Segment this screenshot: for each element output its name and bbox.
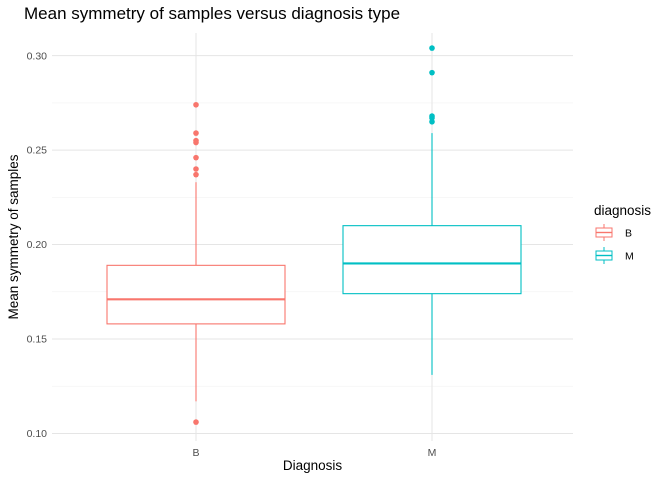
- legend-title: diagnosis: [594, 203, 651, 218]
- y-axis-title: Mean symmetry of samples: [6, 154, 21, 319]
- legend-key-B: [595, 224, 613, 241]
- outlier-point: [193, 171, 199, 178]
- outlier-point: [429, 45, 435, 51]
- outlier-point: [429, 69, 435, 76]
- boxplot-M: [342, 45, 522, 375]
- boxplot-B: [106, 101, 286, 425]
- chart-title: Mean symmetry of samples versus diagnosi…: [24, 4, 401, 23]
- y-tick-label: 0.20: [27, 239, 48, 251]
- box: [342, 225, 522, 295]
- legend: diagnosis BM: [594, 203, 651, 264]
- box: [106, 264, 286, 325]
- y-tick-label: 0.15: [27, 334, 48, 346]
- outlier-point: [193, 166, 199, 172]
- y-tick-label: 0.30: [27, 50, 48, 62]
- x-tick-label: B: [192, 447, 199, 459]
- y-tick-label: 0.10: [27, 428, 48, 440]
- plot-marks: [106, 45, 522, 425]
- x-tick-label: M: [428, 447, 437, 459]
- outlier-point: [193, 137, 199, 144]
- outlier-point: [429, 113, 435, 119]
- outlier-point: [193, 419, 199, 425]
- outlier-point: [193, 154, 199, 161]
- axes: 0.10 0.15 0.20 0.25 0.30 B M Diagnosis Mean symm…: [6, 50, 436, 473]
- outlier-point: [193, 101, 199, 108]
- x-axis-title: Diagnosis: [283, 458, 343, 473]
- y-tick-label: 0.25: [27, 145, 48, 157]
- outlier-point: [193, 130, 199, 136]
- legend-label: B: [625, 228, 632, 240]
- legend-key-M: [595, 247, 613, 264]
- legend-label: M: [625, 251, 634, 263]
